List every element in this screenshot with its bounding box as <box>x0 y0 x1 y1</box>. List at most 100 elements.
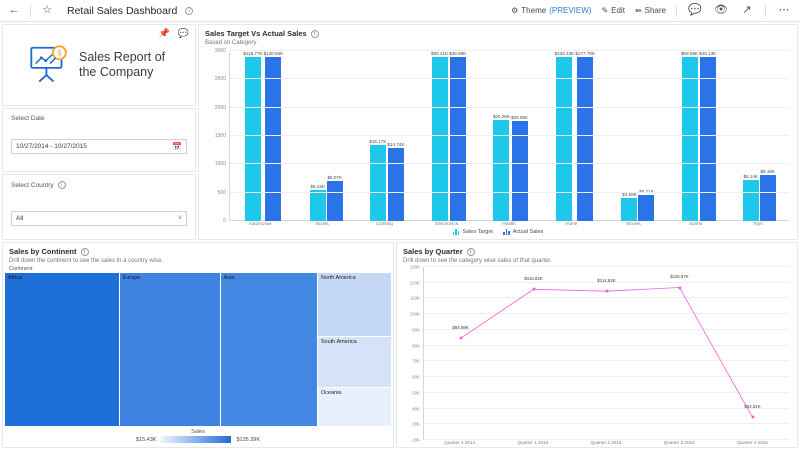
treemap-cell[interactable]: Europe <box>119 273 220 426</box>
theme-button[interactable]: ⚙ Theme (PREVIEW) <box>511 6 591 15</box>
treemap-cell[interactable]: Africa <box>5 273 119 426</box>
legend-item[interactable]: Sales Target <box>452 229 493 235</box>
y-tick-label: 0 <box>223 218 226 224</box>
line-value-label: $114.62K <box>597 277 616 283</box>
bar[interactable] <box>326 180 343 221</box>
bar-group[interactable]: $234.43K $177.78K <box>555 51 595 221</box>
bar-group[interactable]: $15.17K $14.74K <box>369 51 405 221</box>
line-data-point[interactable] <box>532 287 535 291</box>
pin-icon[interactable]: 📌 <box>158 28 170 38</box>
treemap-cell-label: Asia <box>223 275 235 281</box>
share-button[interactable]: ⇚ Share <box>635 6 666 15</box>
view-icon[interactable]: 👁 <box>714 4 728 16</box>
line-value-label: $34.51K <box>744 403 761 409</box>
bar-chart-bars: $116.77K $130.54K $6.22K $8.07K $15.17K $14.7… <box>230 51 789 221</box>
line-data-point[interactable] <box>459 336 462 340</box>
bar[interactable] <box>493 119 510 221</box>
sidebar-panel: 📌 💬 $ <box>2 24 196 240</box>
treemap-cell-label: Oceania <box>320 390 342 397</box>
bar[interactable] <box>244 57 261 221</box>
bar-chart-plot: 0 500 1000 1500 2000 2500 3000 $116.77K $130.54… <box>199 47 797 224</box>
bar[interactable] <box>265 57 282 221</box>
treemap-cell-label: Africa <box>8 275 23 281</box>
bar-chart-title-text: Sales Target Vs Actual Sales <box>205 29 307 38</box>
gridline <box>230 135 789 136</box>
bar-group[interactable]: $59.05K $49.13K <box>681 51 716 221</box>
comment-icon[interactable]: 💬 <box>177 28 189 38</box>
bar[interactable] <box>387 147 404 221</box>
bar-value-label: $130.54K <box>263 51 284 56</box>
bar-group[interactable]: $4.59K$5.21K <box>621 51 655 221</box>
gridline <box>424 313 789 315</box>
bar-group[interactable]: $116.77K $130.54K <box>243 51 283 221</box>
bar-value-label: $49.13K <box>699 51 717 56</box>
bar[interactable] <box>556 57 573 221</box>
bar[interactable] <box>369 145 386 221</box>
treemap-column: North America South America Oceania <box>317 273 391 426</box>
y-tick-label: 2000 <box>214 104 226 111</box>
info-icon[interactable]: i <box>80 247 89 256</box>
bar-value-label: $234.43K <box>554 51 575 56</box>
bar-group[interactable]: $8.14K $9.19K <box>742 51 776 221</box>
star-icon[interactable]: ☆ <box>42 4 52 16</box>
info-icon[interactable]: i <box>185 6 194 15</box>
bar[interactable] <box>638 195 655 221</box>
expand-icon[interactable]: ↗ <box>742 4 752 16</box>
treemap-cell[interactable]: North America <box>317 273 391 337</box>
bar-group[interactable]: $6.22K $8.07K <box>309 51 343 221</box>
line-data-point[interactable] <box>678 286 681 289</box>
bar[interactable] <box>511 120 528 221</box>
edit-label: Edit <box>611 6 625 15</box>
info-icon[interactable]: i <box>57 181 66 189</box>
treemap-cell[interactable]: Asia <box>220 273 317 426</box>
line-chart-y-axis: 20K 30K 40K 50K 60K 70K 80K 90K 100K 110K 120K 130K <box>401 265 423 443</box>
toolbar-divider-3 <box>765 4 766 17</box>
gridline <box>230 191 789 193</box>
sales-by-quarter-card: Sales by Quarter i Drill down to see the… <box>396 242 798 448</box>
bar-chart-legend: Sales Target Actual Sales <box>199 226 797 239</box>
gridline <box>230 50 789 51</box>
y-tick-label: 70K <box>412 358 420 364</box>
theme-preview-tag: (PREVIEW) <box>549 6 592 15</box>
comment-icon[interactable]: 💬 <box>688 4 702 16</box>
line-chart-title: Sales by Quarter i <box>403 247 791 256</box>
legend-item[interactable]: Actual Sales <box>502 229 544 235</box>
line-chart-plot-area: $84.59K $115.82K $114.62K $116.97K $34.51K <box>423 266 789 440</box>
info-icon[interactable]: i <box>466 247 475 256</box>
x-tick-label: Quarter 4 2014 <box>444 440 476 445</box>
legend-label: Actual Sales <box>512 229 544 235</box>
bar[interactable] <box>699 57 716 221</box>
x-tick-label: Movies <box>626 221 641 226</box>
edit-button[interactable]: ✎ Edit <box>601 6 625 15</box>
bar[interactable] <box>621 198 638 221</box>
bar[interactable] <box>449 57 466 221</box>
chevron-down-icon[interactable]: ˅ <box>177 215 182 222</box>
legend-swatch-icon <box>452 229 460 235</box>
bar[interactable] <box>742 180 759 221</box>
info-icon[interactable]: i <box>310 29 319 38</box>
bar[interactable] <box>309 189 326 221</box>
x-tick-label: Home <box>565 221 578 226</box>
treemap-area[interactable]: Africa Europe Asia North America South Ameri… <box>3 273 393 426</box>
bar-group[interactable]: $20.26K $20.09K <box>493 51 528 221</box>
treemap-cell[interactable]: South America <box>317 337 391 388</box>
arrow-left-icon[interactable]: ← <box>8 4 20 16</box>
bar[interactable] <box>431 57 448 221</box>
bar[interactable] <box>577 57 594 221</box>
country-select[interactable]: All ˅ <box>11 211 187 226</box>
line-data-point[interactable] <box>605 289 608 293</box>
bar[interactable] <box>681 57 698 221</box>
bar-group[interactable]: $50.41K $45.59K <box>431 51 466 221</box>
more-icon[interactable]: ⋯ <box>778 4 790 16</box>
legend-label: Sales Target <box>462 229 493 235</box>
treemap-title: Sales by Continent i <box>9 247 387 256</box>
sales-report-logo-icon: $ <box>30 45 67 83</box>
treemap-cell[interactable]: Oceania <box>317 388 391 426</box>
line-data-point[interactable] <box>751 415 754 419</box>
calendar-icon[interactable]: 📅 <box>172 142 182 151</box>
treemap-legend-title: Sales <box>191 429 205 435</box>
share-label: Share <box>644 6 666 15</box>
date-range-input[interactable]: 10/27/2014 - 10/27/2015 📅 <box>11 139 187 154</box>
bar-value-label: $14.74K <box>387 141 405 147</box>
bar[interactable] <box>759 175 776 221</box>
